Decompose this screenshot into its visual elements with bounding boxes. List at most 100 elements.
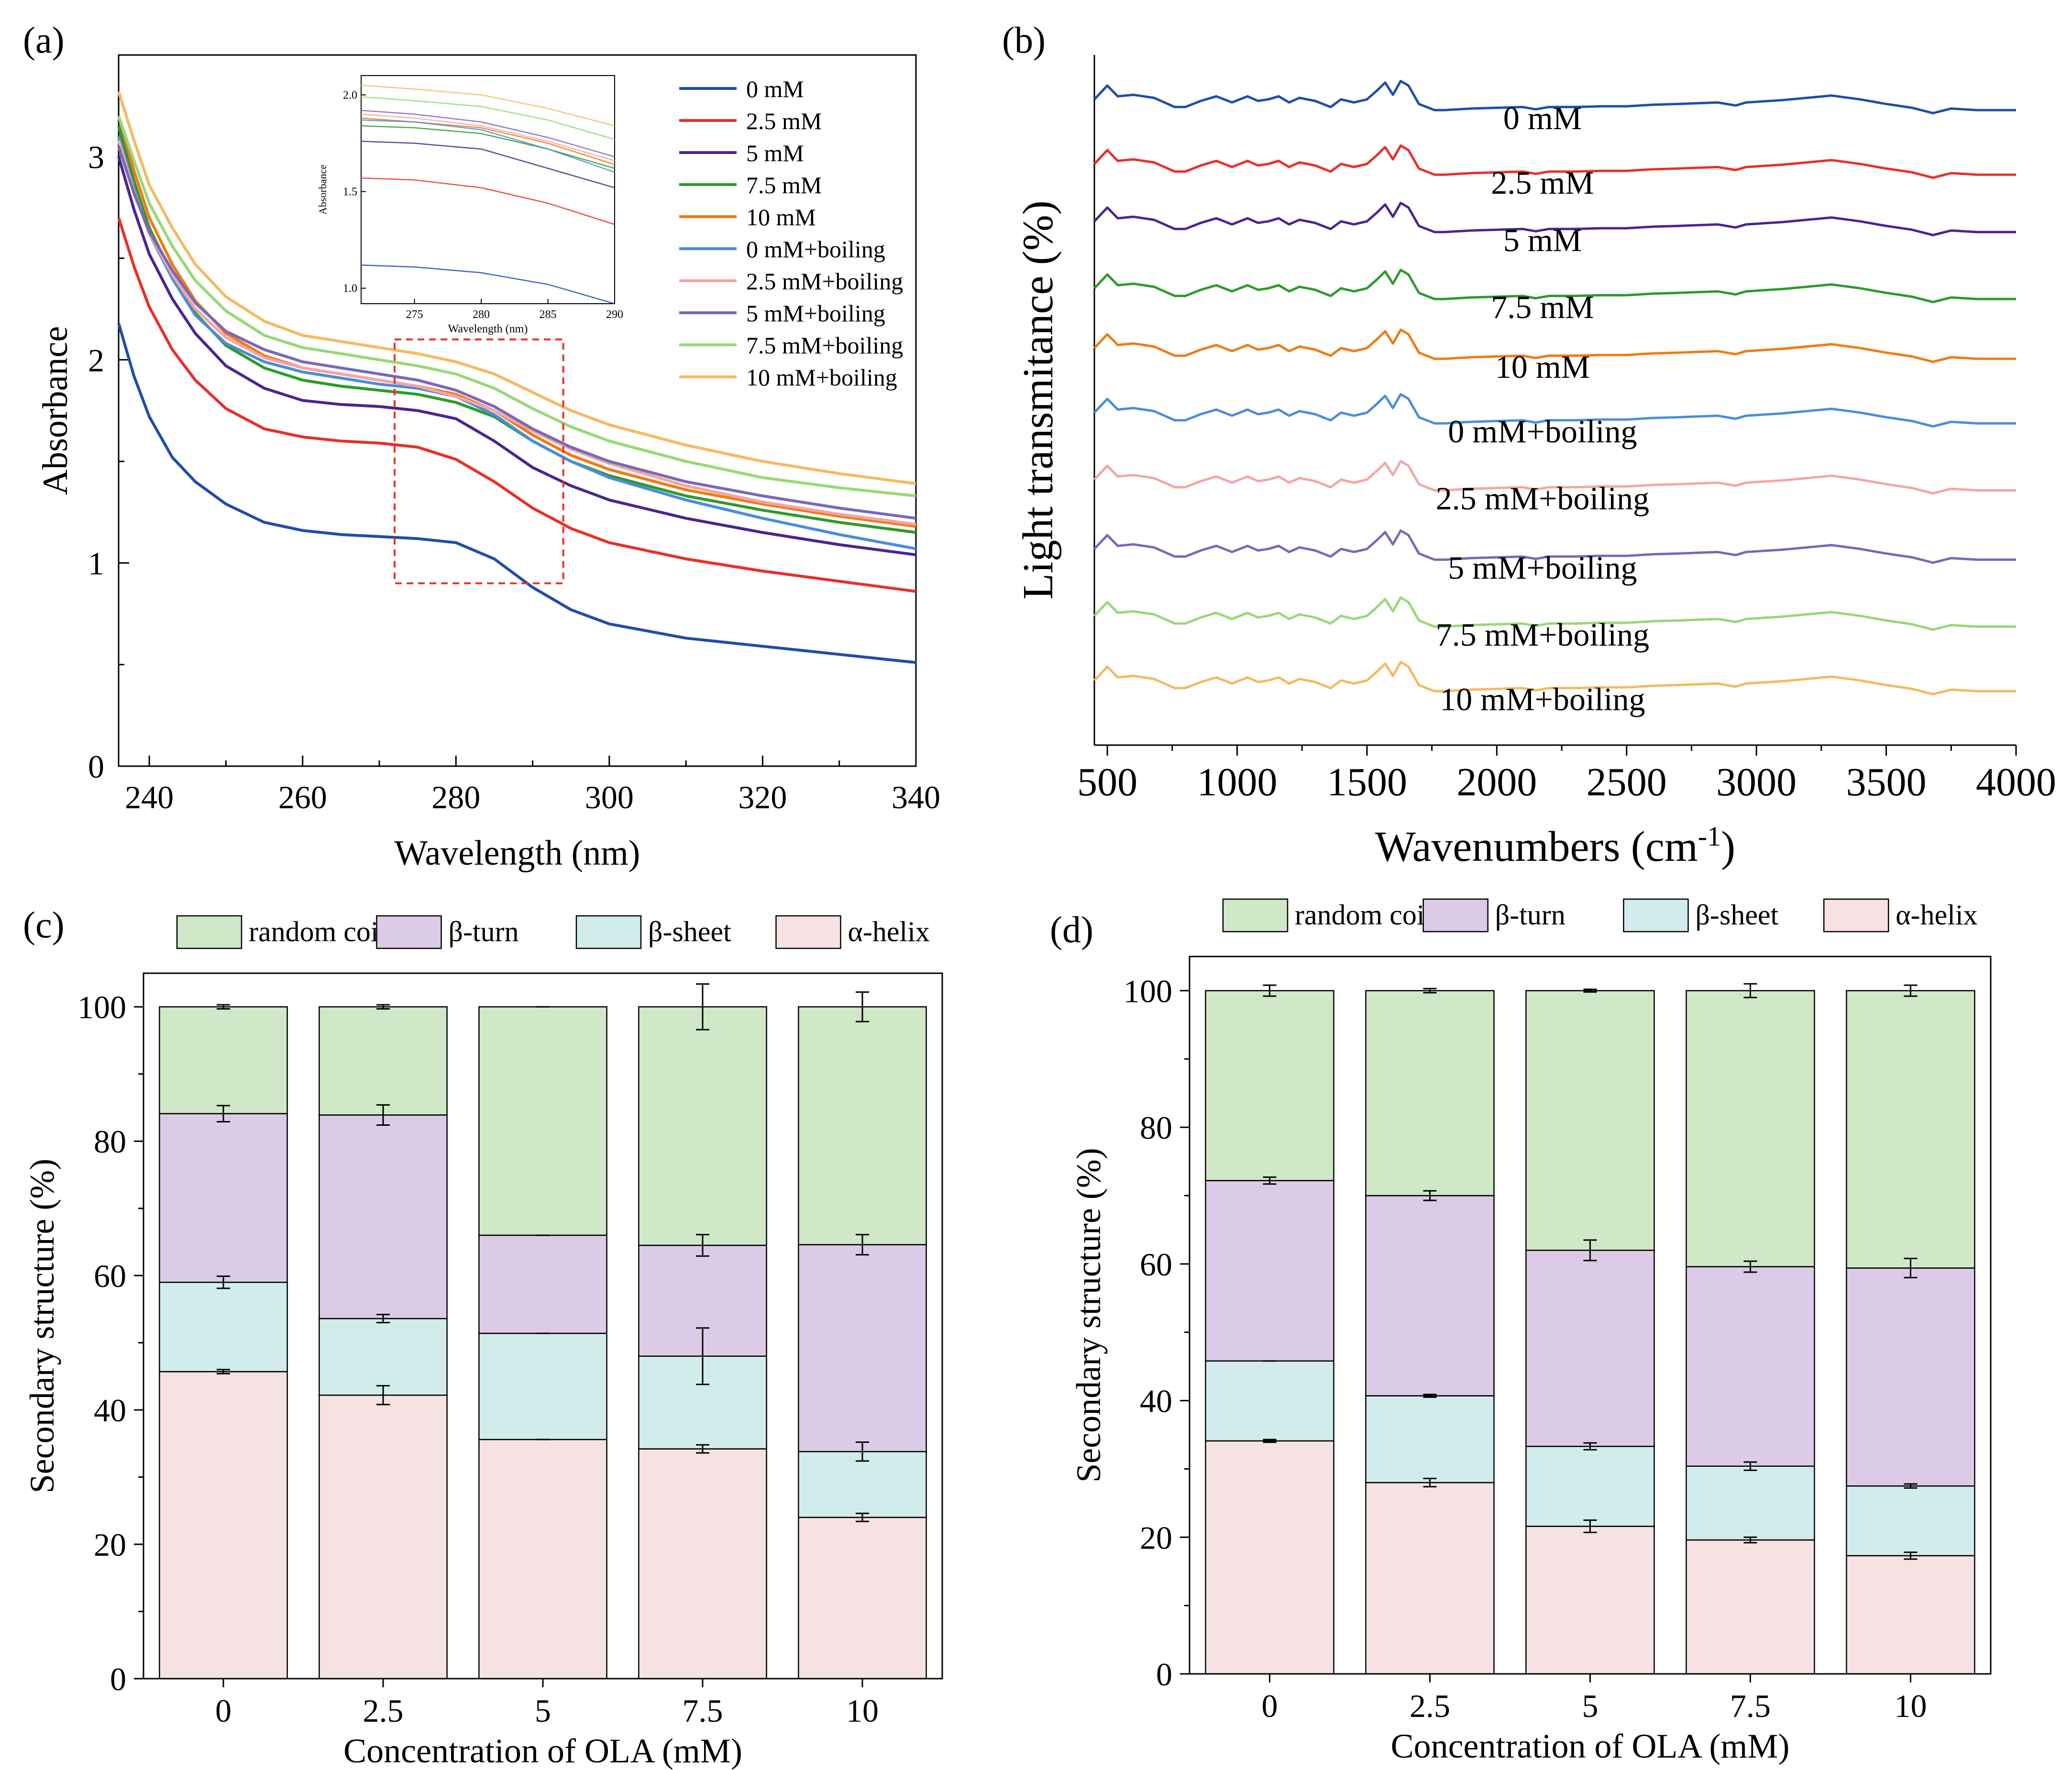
bar-segment	[478, 1006, 607, 1236]
x-tick-label: 10	[1895, 1688, 1927, 1724]
bar-segment	[159, 1281, 288, 1373]
y-tick-label: 2	[88, 342, 104, 378]
bar-segment	[1686, 1465, 1815, 1541]
x-tick-label: 10	[846, 1693, 879, 1729]
inset-y-tick-label: 1.0	[343, 283, 357, 295]
legend-label: β-turn	[449, 916, 519, 947]
inset-series-line-9	[361, 84, 615, 127]
series-line-1	[117, 217, 916, 593]
spectrum-trace-6	[1093, 460, 2016, 495]
legend-swatch	[1823, 898, 1889, 933]
inset-series-line-1	[361, 177, 615, 225]
series-line-9	[117, 91, 916, 485]
y-tick-label: 40	[1140, 1383, 1172, 1419]
legend-label: 5 mM+boiling	[746, 300, 885, 327]
legend-label: β-turn	[1495, 899, 1565, 931]
x-tick-label: 0	[215, 1693, 231, 1729]
legend-label: 0 mM	[746, 76, 804, 102]
inset-x-tick-label: 275	[406, 308, 423, 321]
x-tick-label: 500	[1077, 760, 1137, 804]
bar-segment	[638, 1006, 767, 1246]
x-tick-label: 300	[585, 779, 634, 815]
x-tick-label: 2000	[1456, 760, 1537, 804]
bar-segment	[1846, 1485, 1975, 1557]
y-tick-label: 100	[1124, 973, 1172, 1009]
x-tick-label: 7.5	[683, 1693, 723, 1729]
bar-segment	[159, 1006, 288, 1114]
legend-swatch	[775, 915, 841, 949]
spectrum-trace-7	[1093, 529, 2016, 564]
legend-label: α-helix	[848, 916, 930, 947]
bar-segment	[1686, 1266, 1815, 1467]
inset-series-line-7	[361, 110, 615, 158]
bar-segment	[1205, 1180, 1334, 1362]
trace-label: 7.5 mM	[1491, 289, 1594, 325]
panel-label: (d)	[1050, 909, 1093, 950]
bar-segment	[1205, 1360, 1334, 1442]
x-axis-label-close: )	[1721, 823, 1735, 870]
legend-label: β-sheet	[1696, 899, 1779, 931]
legend-swatch	[1623, 898, 1689, 933]
plot-frame	[118, 54, 917, 767]
x-axis-label: Concentration of OLA (mM)	[1391, 1727, 1790, 1765]
trace-label: 5 mM+boiling	[1448, 550, 1637, 586]
series-line-5	[117, 136, 916, 550]
legend-swatch	[1422, 898, 1488, 933]
y-axis-label: Absorbance	[36, 326, 75, 495]
x-tick-label: 7.5	[1730, 1688, 1771, 1724]
bar-segment	[159, 1113, 288, 1283]
inset-x-tick-label: 285	[540, 308, 557, 321]
x-axis-label: Concentration of OLA (mM)	[343, 1732, 742, 1770]
x-tick-label: 3000	[1716, 760, 1796, 804]
trace-label: 10 mM	[1495, 349, 1590, 385]
x-tick-label: 340	[892, 779, 940, 815]
y-tick-label: 60	[94, 1258, 126, 1294]
bar-segment	[1525, 1446, 1655, 1527]
series-line-0	[117, 322, 916, 664]
panel-label: (a)	[23, 19, 65, 61]
x-tick-label: 2500	[1587, 760, 1667, 804]
bar-segment	[1205, 990, 1334, 1181]
bar-segment	[1846, 1267, 1975, 1487]
x-tick-label: 5	[1582, 1688, 1598, 1724]
y-tick-label: 3	[88, 139, 104, 175]
bar-segment	[319, 1114, 448, 1319]
spectrum-trace-2	[1093, 201, 2016, 237]
series-line-2	[117, 156, 916, 557]
bar-segment	[1686, 1539, 1815, 1675]
legend-swatch	[176, 915, 242, 949]
legend-label: random coil	[249, 916, 386, 947]
legend-label: 2.5 mM+boiling	[746, 268, 903, 295]
inset-series-line-3	[361, 125, 615, 169]
trace-label: 2.5 mM+boiling	[1436, 480, 1649, 517]
bar-segment	[478, 1439, 607, 1680]
bar-segment	[478, 1234, 607, 1334]
x-tick-label: 320	[738, 779, 787, 815]
y-axis-label: Secondary structure (%)	[1069, 1148, 1108, 1483]
bar-segment	[1686, 990, 1815, 1267]
y-tick-label: 1	[88, 545, 104, 582]
plot-frame	[1189, 956, 1992, 1675]
bar-segment	[638, 1448, 767, 1680]
zoom-box	[394, 338, 564, 584]
y-tick-label: 20	[1140, 1519, 1172, 1556]
spectrum-trace-3	[1093, 268, 2016, 304]
bar-segment	[1525, 990, 1655, 1251]
y-axis-label: Secondary structure (%)	[23, 1159, 61, 1494]
x-tick-label: 5	[535, 1693, 551, 1729]
y-tick-label: 0	[88, 748, 104, 785]
legend-label: random coil	[1295, 899, 1433, 931]
bar-segment	[1846, 1555, 1975, 1675]
x-tick-label: 0	[1262, 1688, 1278, 1724]
bar-segment	[1846, 990, 1975, 1269]
bar-segment	[1205, 1440, 1334, 1675]
y-axis-label: Light transmitance (%)	[1014, 200, 1062, 600]
spectrum-trace-9	[1093, 660, 2016, 696]
spectrum-trace-1	[1093, 144, 2016, 179]
inset-y-tick-label: 1.5	[343, 186, 357, 198]
panel-d-secondary-structure-chart: (d) random coil β-turn β-sheet α-helix 0 2.5 5 7…	[1050, 898, 1992, 1765]
bar-segment	[1365, 1395, 1495, 1484]
bar-segment	[1525, 1526, 1655, 1675]
trace-label: 2.5 mM	[1491, 165, 1594, 201]
